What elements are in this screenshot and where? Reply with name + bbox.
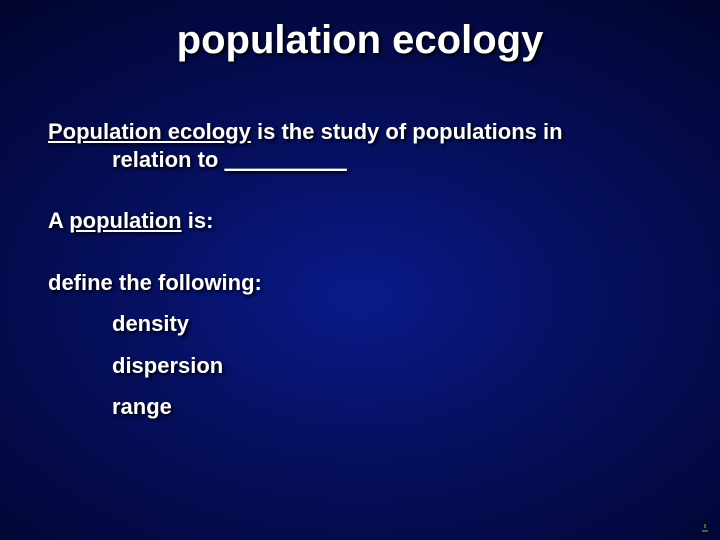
term-population: population: [69, 208, 181, 233]
fill-blank: __________: [224, 147, 346, 172]
text-fragment: relation to: [112, 147, 224, 172]
text-fragment: A: [48, 208, 69, 233]
slide-title: population ecology: [0, 18, 720, 63]
slide-body: Population ecology is the study of popul…: [48, 118, 672, 421]
term-density: density: [112, 310, 672, 338]
corner-mark-icon: [698, 520, 712, 534]
term-range: range: [112, 393, 672, 421]
text-fragment: is:: [182, 208, 214, 233]
slide: population ecology Population ecology is…: [0, 0, 720, 540]
text-fragment: is the study of populations in: [251, 119, 563, 144]
paragraph-population-ecology: Population ecology is the study of popul…: [48, 118, 672, 173]
term-dispersion: dispersion: [112, 352, 672, 380]
define-heading: define the following:: [48, 269, 672, 297]
term-list: density dispersion range: [48, 310, 672, 421]
paragraph-population-def: A population is:: [48, 207, 672, 235]
term-population-ecology: Population ecology: [48, 119, 251, 144]
